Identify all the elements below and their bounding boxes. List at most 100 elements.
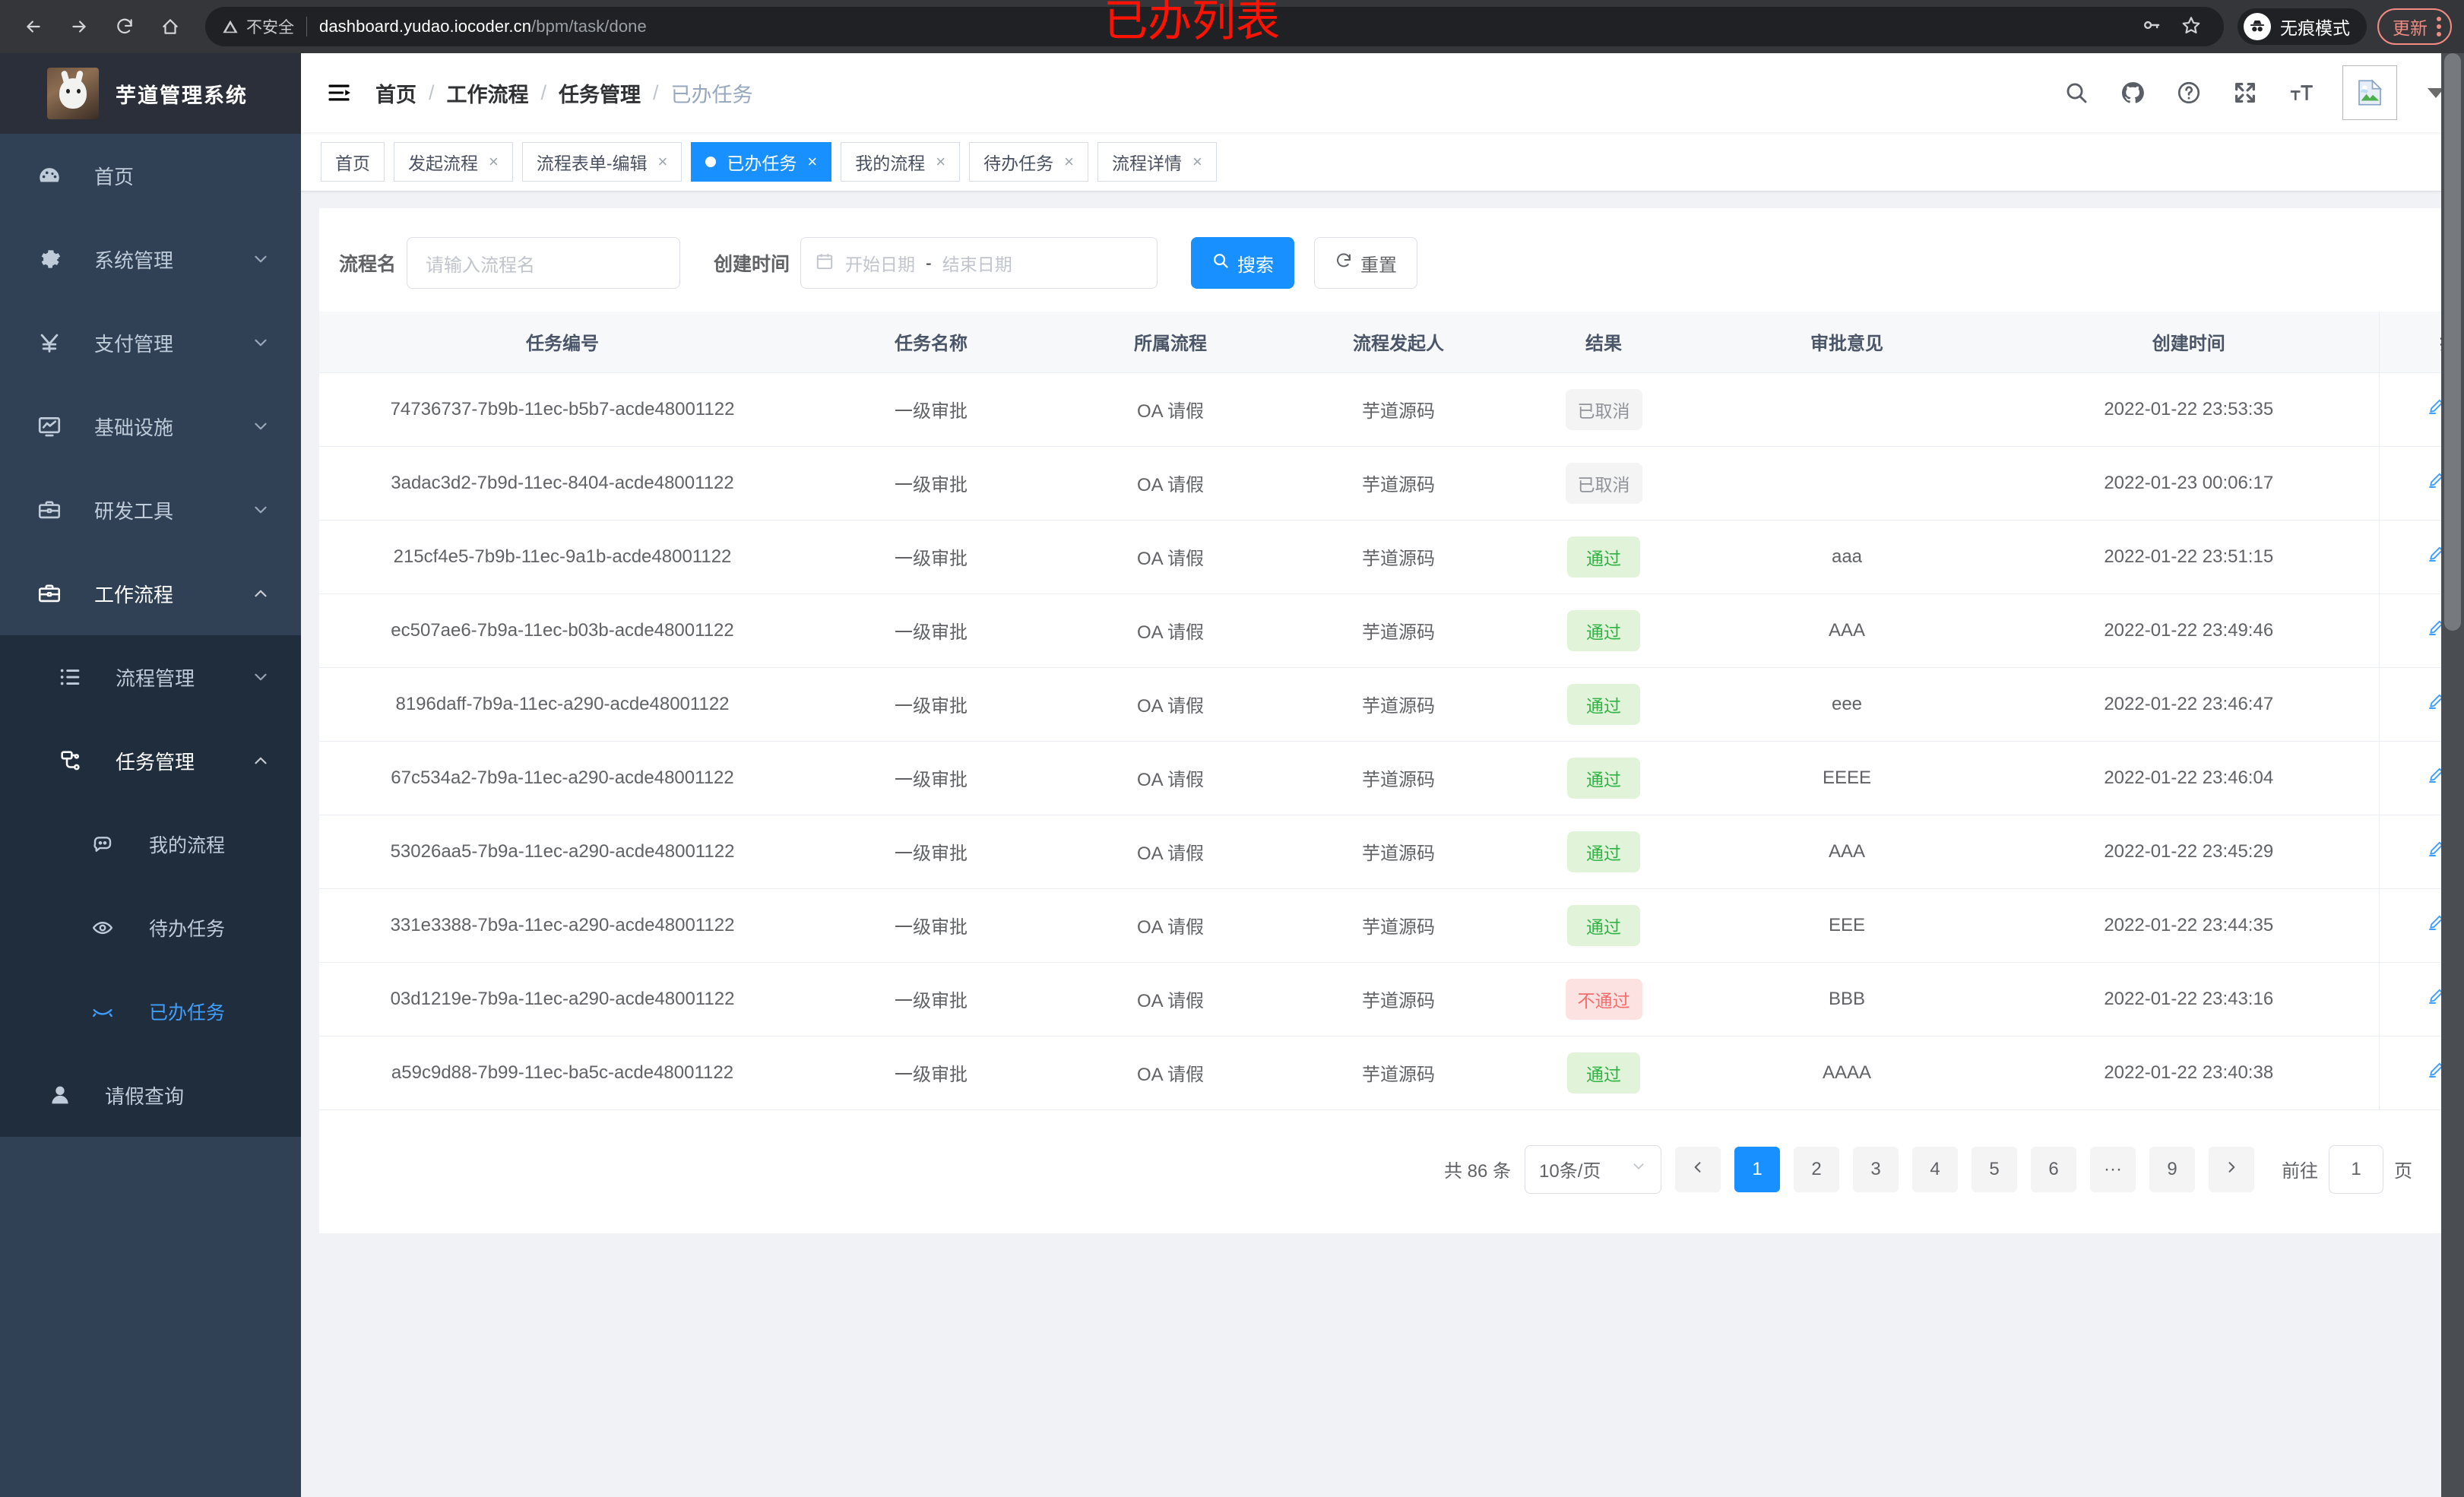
tab-home[interactable]: 首页	[321, 141, 385, 182]
sidebar-item-system[interactable]: 系统管理	[0, 217, 301, 301]
page-jumper: 前往 1 页	[2282, 1144, 2412, 1194]
cell-comment	[1695, 372, 1999, 447]
breadcrumb-item-0[interactable]: 首页	[375, 83, 416, 106]
address-bar[interactable]: 不安全 dashboard.yudao.iocoder.cn/bpm/task/…	[205, 7, 2224, 46]
page-size-select[interactable]: 10条/页	[1525, 1144, 1661, 1194]
next-page-button[interactable]	[2209, 1146, 2254, 1192]
cell-starter: 芋道源码	[1284, 815, 1512, 889]
page-scrollbar[interactable]	[2441, 53, 2464, 1497]
cell-comment: AAA	[1695, 815, 1999, 889]
sidebar-item-task-manage[interactable]: 任务管理	[0, 719, 301, 802]
close-icon[interactable]: ×	[657, 151, 668, 171]
sidebar-item-process-manage[interactable]: 流程管理	[0, 635, 301, 719]
tab-done-task[interactable]: 已办任务 ×	[691, 141, 832, 182]
forward-icon[interactable]	[58, 5, 100, 48]
security-indicator[interactable]: 不安全	[222, 15, 294, 38]
github-icon[interactable]	[2117, 78, 2148, 108]
page-button-9[interactable]: 9	[2149, 1146, 2195, 1192]
cell-task-name: 一级审批	[806, 520, 1056, 594]
reset-button[interactable]: 重置	[1314, 237, 1418, 289]
page-size-label: 10条/页	[1539, 1161, 1601, 1182]
tab-label: 发起流程	[408, 153, 478, 173]
page-button-2[interactable]: 2	[1794, 1146, 1839, 1192]
sidebar-item-label: 支付管理	[94, 332, 174, 356]
sidebar-item-devtools[interactable]: 研发工具	[0, 468, 301, 552]
sidebar-item-leave-query[interactable]: 请假查询	[0, 1053, 301, 1137]
avatar[interactable]	[2342, 65, 2397, 120]
fullscreen-icon[interactable]	[2230, 78, 2260, 108]
tab-label: 流程表单-编辑	[536, 153, 648, 173]
sidebar-item-workflow[interactable]: 工作流程	[0, 552, 301, 635]
tab-process-form-edit[interactable]: 流程表单-编辑 ×	[521, 141, 683, 182]
url-path: /bpm/task/done	[531, 17, 647, 36]
close-icon[interactable]: ×	[1192, 151, 1202, 171]
tab-label: 我的流程	[855, 153, 926, 173]
sidebar-item-payment[interactable]: 支付管理	[0, 301, 301, 385]
page-button-4[interactable]: 4	[1912, 1146, 1958, 1192]
close-icon[interactable]: ×	[936, 151, 946, 171]
search-icon[interactable]	[2061, 78, 2092, 108]
breadcrumb-separator: /	[429, 81, 435, 104]
tab-label: 首页	[335, 153, 370, 173]
brand-header[interactable]: 芋道管理系统	[0, 53, 301, 134]
tab-my-process[interactable]: 我的流程 ×	[841, 141, 961, 182]
create-time-daterange[interactable]: 开始日期 - 结束日期	[800, 237, 1158, 289]
breadcrumb-item-1[interactable]: 工作流程	[446, 83, 529, 106]
key-icon[interactable]	[2142, 15, 2162, 39]
process-name-input[interactable]: 请输入流程名	[407, 237, 681, 289]
cell-process: OA 请假	[1056, 446, 1284, 521]
kebab-menu-icon[interactable]	[2437, 17, 2441, 36]
cell-process: OA 请假	[1056, 741, 1284, 815]
jump-page-input[interactable]: 1	[2329, 1144, 2383, 1194]
close-icon[interactable]: ×	[1064, 151, 1074, 171]
cell-task-name: 一级审批	[806, 741, 1056, 815]
breadcrumb-item-3: 已办任务	[670, 83, 753, 106]
breadcrumb-item-2[interactable]: 任务管理	[559, 83, 641, 106]
eye-icon	[91, 916, 126, 939]
tab-todo-task[interactable]: 待办任务 ×	[969, 141, 1088, 182]
brand-logo-icon	[47, 68, 99, 119]
scrollbar-thumb[interactable]	[2444, 53, 2461, 631]
back-icon[interactable]	[12, 5, 55, 48]
hamburger-icon[interactable]	[322, 76, 356, 109]
page-button-5[interactable]: 5	[1972, 1146, 2017, 1192]
page-ellipsis[interactable]: ···	[2090, 1146, 2136, 1192]
sidebar-item-home[interactable]: 首页	[0, 134, 301, 217]
incognito-indicator[interactable]: 无痕模式	[2238, 8, 2367, 45]
font-size-icon[interactable]	[2286, 78, 2317, 108]
prev-page-button[interactable]	[1675, 1146, 1721, 1192]
update-button[interactable]: 更新	[2377, 8, 2452, 45]
url-text: dashboard.yudao.iocoder.cn/bpm/task/done	[319, 17, 647, 36]
incognito-label: 无痕模式	[2280, 18, 2350, 38]
cell-task-id: 74736737-7b9b-11ec-b5b7-acde48001122	[319, 372, 806, 447]
caret-down-icon[interactable]	[2428, 87, 2444, 98]
cell-process: OA 请假	[1056, 962, 1284, 1037]
cell-starter: 芋道源码	[1284, 372, 1512, 447]
close-icon[interactable]: ×	[807, 151, 818, 171]
cell-task-name: 一级审批	[806, 446, 1056, 521]
cell-starter: 芋道源码	[1284, 667, 1512, 742]
sidebar-item-todo-task[interactable]: 待办任务	[0, 886, 301, 970]
cell-starter: 芋道源码	[1284, 593, 1512, 668]
tab-start-process[interactable]: 发起流程 ×	[394, 141, 513, 182]
browser-nav-buttons	[0, 5, 192, 48]
page-button-3[interactable]: 3	[1853, 1146, 1899, 1192]
star-icon[interactable]	[2181, 15, 2201, 39]
home-icon[interactable]	[149, 5, 192, 48]
reload-icon[interactable]	[103, 5, 146, 48]
close-icon[interactable]: ×	[489, 151, 499, 171]
col-task-id: 任务编号	[319, 312, 806, 373]
help-circle-icon[interactable]	[2174, 78, 2204, 108]
page-button-6[interactable]: 6	[2031, 1146, 2076, 1192]
sidebar-item-my-process[interactable]: 我的流程	[0, 802, 301, 886]
cell-result: 不通过	[1512, 962, 1695, 1037]
sidebar-item-infrastructure[interactable]: 基础设施	[0, 385, 301, 468]
browser-profile-area: 无痕模式 更新	[2224, 8, 2464, 45]
status-badge: 通过	[1567, 904, 1640, 946]
page-button-1[interactable]: 1	[1734, 1146, 1780, 1192]
tab-process-detail[interactable]: 流程详情 ×	[1097, 141, 1217, 182]
reset-button-label: 重置	[1360, 255, 1398, 276]
search-button[interactable]: 搜索	[1191, 237, 1295, 289]
sidebar-item-done-task[interactable]: 已办任务	[0, 970, 301, 1053]
table-row: 3adac3d2-7b9d-11ec-8404-acde48001122 一级审批…	[319, 446, 2464, 521]
